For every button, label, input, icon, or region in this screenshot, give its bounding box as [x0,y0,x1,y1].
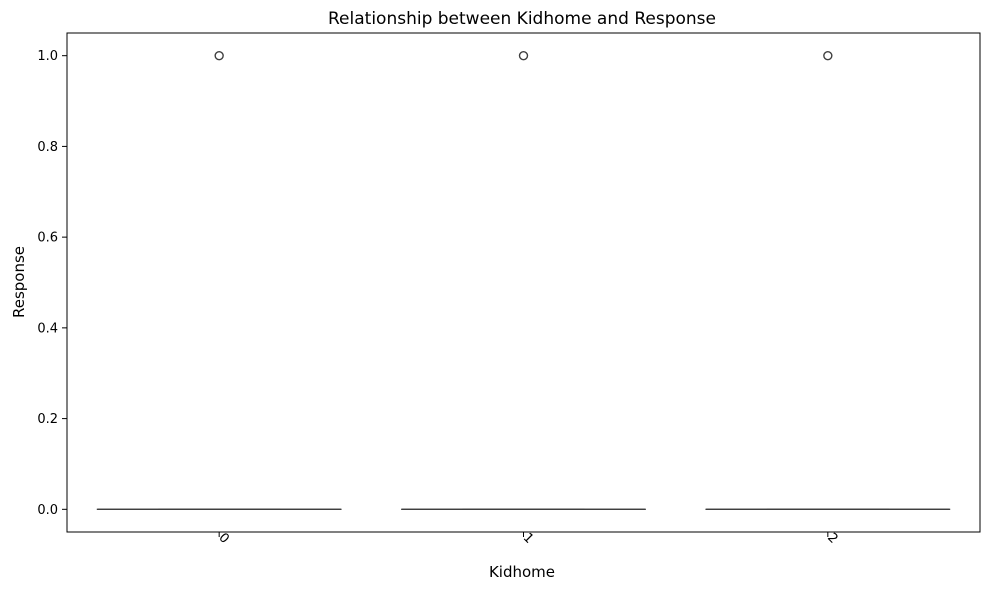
y-tick-label: 1.0 [37,49,58,64]
outlier-point-0 [214,50,224,61]
chart-title: Relationship between Kidhome and Respons… [328,9,716,29]
y-tick-label: 0.2 [37,412,58,427]
y-tick-label: 0.6 [37,231,58,246]
y-tick-label: 0.0 [37,503,58,518]
outlier-point-1 [518,50,529,61]
y-tick-label: 0.4 [37,321,58,336]
outlier-point-2 [823,50,833,61]
y-axis-label: Response [10,246,28,318]
y-tick-label: 0.8 [37,140,58,155]
x-axis-label: Kidhome [489,563,555,581]
x-tick-label: 1 [520,530,536,546]
x-tick-label: 0 [215,530,231,546]
axes-frame [66,32,981,533]
x-tick-label: 2 [824,530,840,546]
plot-area: 0.0 0.2 0.4 0.6 0.8 1.0 0 1 2 [37,32,981,547]
